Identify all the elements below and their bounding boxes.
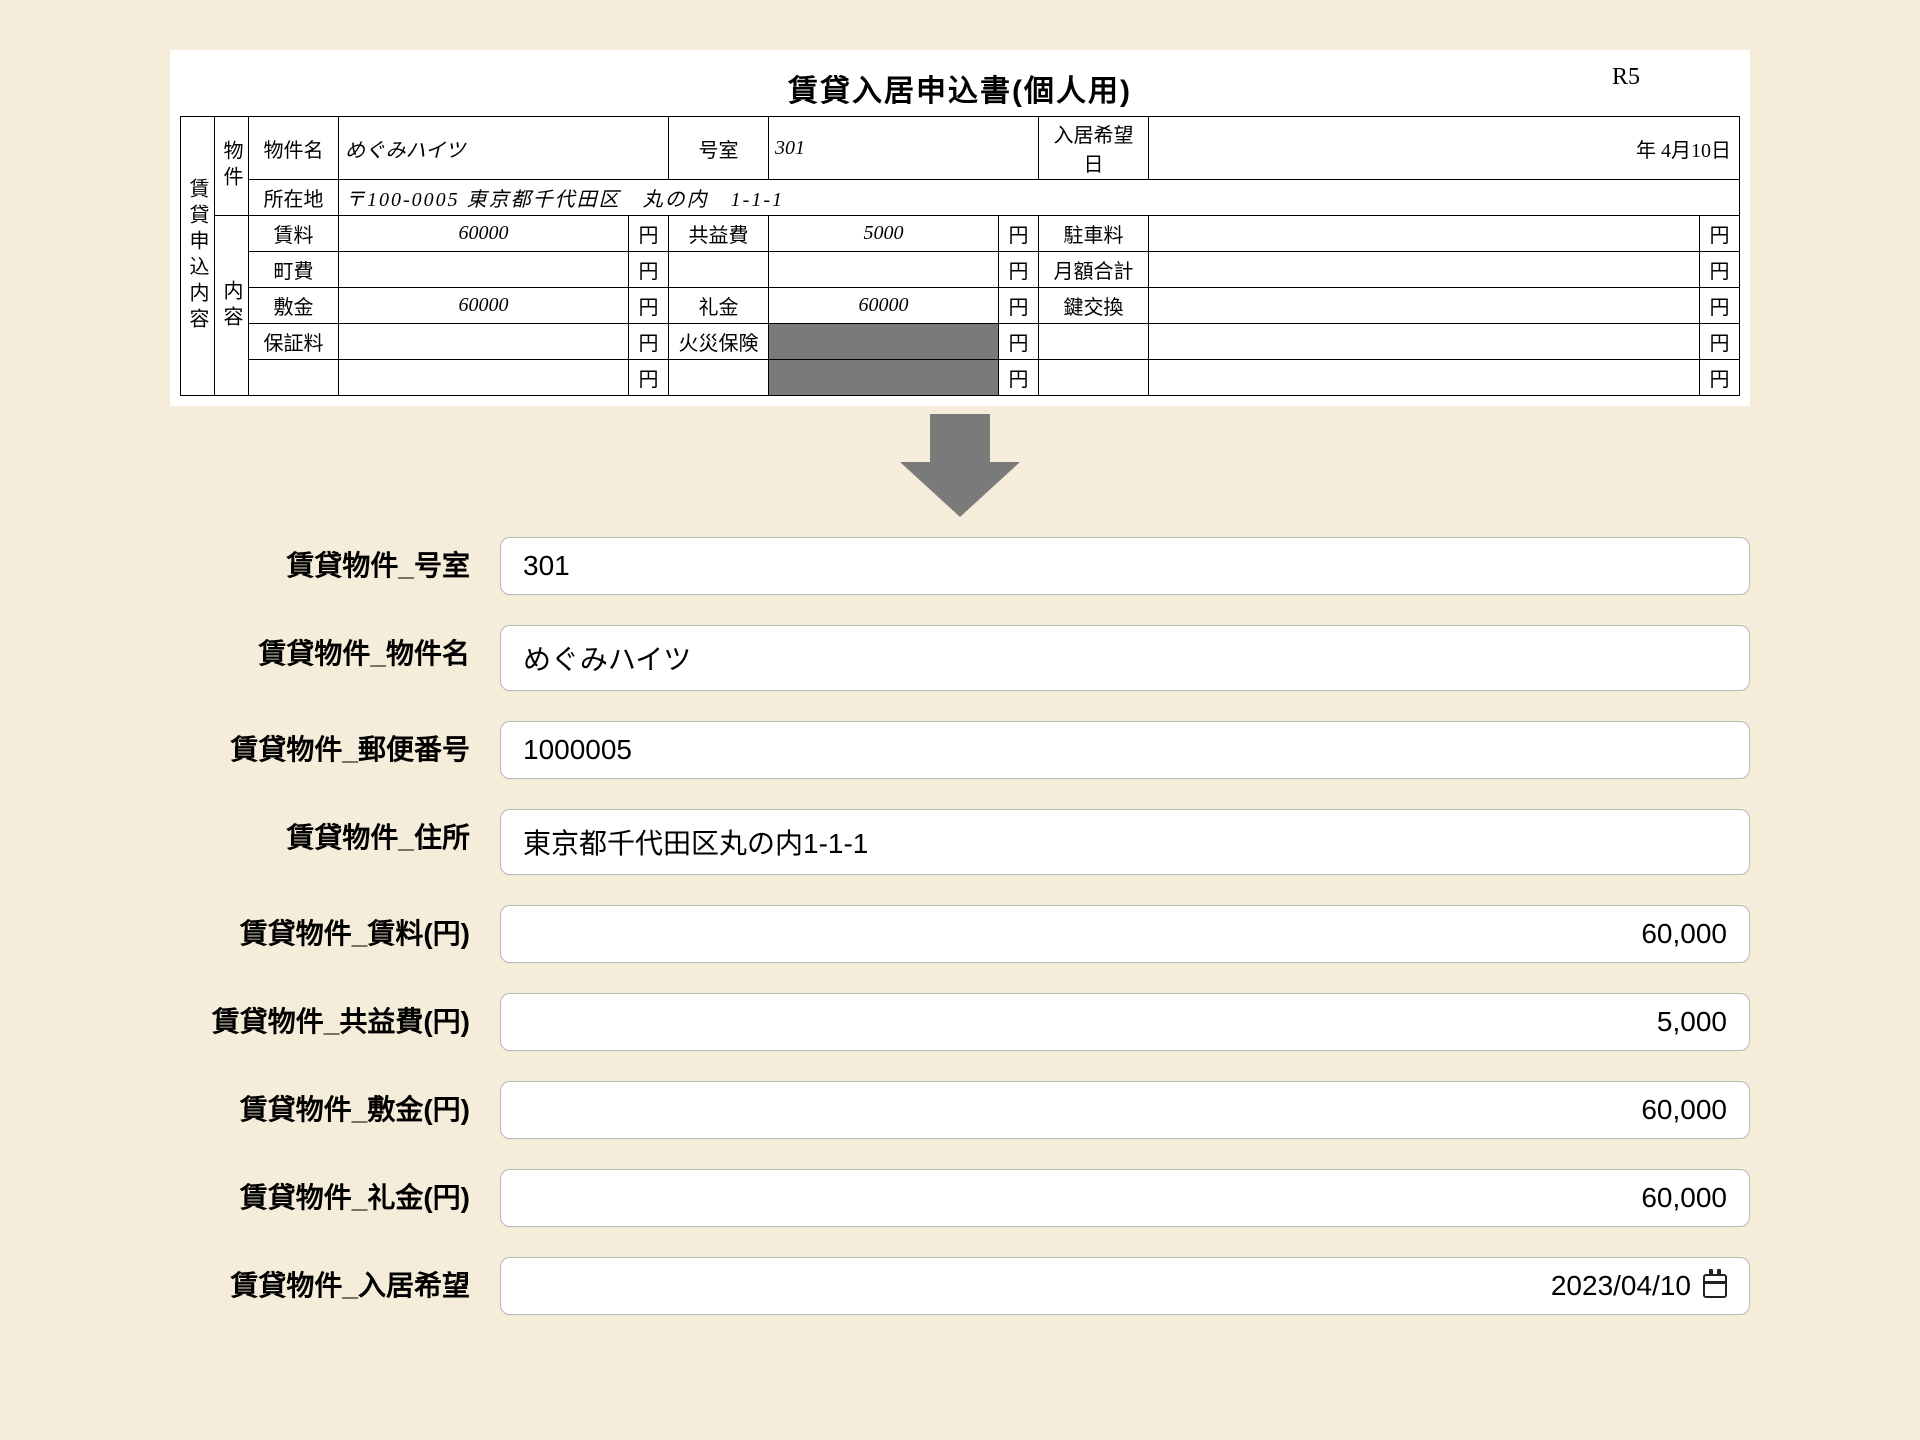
guarantee-label: 保証料 — [249, 324, 339, 360]
yen-unit: 円 — [1700, 216, 1740, 252]
field-input[interactable]: 301 — [500, 537, 1750, 595]
calendar-icon[interactable] — [1703, 1274, 1727, 1298]
movein-value: 年 4月10日 — [1149, 117, 1740, 180]
field-deposit: 賃貸物件_敷金(円) 60,000 — [170, 1081, 1750, 1139]
keychange-label: 鍵交換 — [1039, 288, 1149, 324]
field-input[interactable]: 東京都千代田区丸の内1-1-1 — [500, 809, 1750, 875]
field-address: 賃貸物件_住所 東京都千代田区丸の内1-1-1 — [170, 809, 1750, 875]
common-value: 5000 — [769, 216, 999, 252]
common-label: 共益費 — [669, 216, 769, 252]
movein-label: 入居希望日 — [1039, 117, 1149, 180]
field-input[interactable]: 1000005 — [500, 721, 1750, 779]
keymoney-label: 礼金 — [669, 288, 769, 324]
yen-unit: 円 — [629, 288, 669, 324]
field-input[interactable]: 60,000 — [500, 905, 1750, 963]
yen-unit: 円 — [999, 324, 1039, 360]
field-room: 賃貸物件_号室 301 — [170, 537, 1750, 595]
field-label: 賃貸物件_敷金(円) — [170, 1081, 500, 1129]
rent-value: 60000 — [339, 216, 629, 252]
town-label: 町費 — [249, 252, 339, 288]
field-label: 賃貸物件_入居希望 — [170, 1257, 500, 1305]
scanned-form: 賃貸入居申込書(個人用) R5 賃貸申込内容 物件 物件名 めぐみハイツ 号室 … — [170, 50, 1750, 406]
field-movein: 賃貸物件_入居希望 2023/04/10 — [170, 1257, 1750, 1315]
yen-unit: 円 — [629, 252, 669, 288]
keymoney-value: 60000 — [769, 288, 999, 324]
yen-unit: 円 — [629, 324, 669, 360]
property-name-value: めぐみハイツ — [339, 117, 669, 180]
monthly-total-value — [1149, 252, 1700, 288]
room-label: 号室 — [669, 117, 769, 180]
side-label-main: 賃貸申込内容 — [181, 117, 215, 396]
field-property-name: 賃貸物件_物件名 めぐみハイツ — [170, 625, 1750, 691]
address-value: 〒100-0005 東京都千代田区 丸の内 1-1-1 — [339, 180, 1740, 216]
yen-unit: 円 — [999, 216, 1039, 252]
field-label: 賃貸物件_礼金(円) — [170, 1169, 500, 1217]
field-rent: 賃貸物件_賃料(円) 60,000 — [170, 905, 1750, 963]
field-label: 賃貸物件_号室 — [170, 537, 500, 585]
parking-value — [1149, 216, 1700, 252]
deposit-value: 60000 — [339, 288, 629, 324]
yen-unit: 円 — [1700, 288, 1740, 324]
field-label: 賃貸物件_共益費(円) — [170, 993, 500, 1041]
fire-label: 火災保険 — [669, 324, 769, 360]
deposit-label: 敷金 — [249, 288, 339, 324]
field-input[interactable]: 60,000 — [500, 1081, 1750, 1139]
keychange-value — [1149, 288, 1700, 324]
yen-unit: 円 — [999, 252, 1039, 288]
guarantee-value — [339, 324, 629, 360]
field-postal: 賃貸物件_郵便番号 1000005 — [170, 721, 1750, 779]
yen-unit: 円 — [1700, 324, 1740, 360]
era-label: R5 — [1612, 64, 1640, 91]
application-table: 賃貸申込内容 物件 物件名 めぐみハイツ 号室 301 入居希望日 年 4月10… — [180, 116, 1740, 396]
field-keymoney: 賃貸物件_礼金(円) 60,000 — [170, 1169, 1750, 1227]
field-input[interactable]: めぐみハイツ — [500, 625, 1750, 691]
field-label: 賃貸物件_物件名 — [170, 625, 500, 673]
field-input[interactable]: 60,000 — [500, 1169, 1750, 1227]
fire-value — [769, 324, 999, 360]
arrow-down — [170, 414, 1750, 509]
monthly-total-label: 月額合計 — [1039, 252, 1149, 288]
field-input[interactable]: 2023/04/10 — [500, 1257, 1750, 1315]
yen-unit: 円 — [999, 360, 1039, 396]
field-label: 賃貸物件_住所 — [170, 809, 500, 857]
property-name-label: 物件名 — [249, 117, 339, 180]
yen-unit: 円 — [1700, 252, 1740, 288]
form-title: 賃貸入居申込書(個人用) — [180, 66, 1740, 110]
address-label: 所在地 — [249, 180, 339, 216]
field-label: 賃貸物件_郵便番号 — [170, 721, 500, 769]
room-value: 301 — [769, 117, 1039, 180]
town-value — [339, 252, 629, 288]
rent-label: 賃料 — [249, 216, 339, 252]
extracted-fields: 賃貸物件_号室 301 賃貸物件_物件名 めぐみハイツ 賃貸物件_郵便番号 10… — [170, 537, 1750, 1315]
field-input[interactable]: 5,000 — [500, 993, 1750, 1051]
parking-label: 駐車料 — [1039, 216, 1149, 252]
field-label: 賃貸物件_賃料(円) — [170, 905, 500, 953]
yen-unit: 円 — [629, 216, 669, 252]
field-common: 賃貸物件_共益費(円) 5,000 — [170, 993, 1750, 1051]
side-label-contents: 内容 — [215, 216, 249, 396]
yen-unit: 円 — [629, 360, 669, 396]
yen-unit: 円 — [999, 288, 1039, 324]
yen-unit: 円 — [1700, 360, 1740, 396]
side-label-property: 物件 — [215, 117, 249, 216]
